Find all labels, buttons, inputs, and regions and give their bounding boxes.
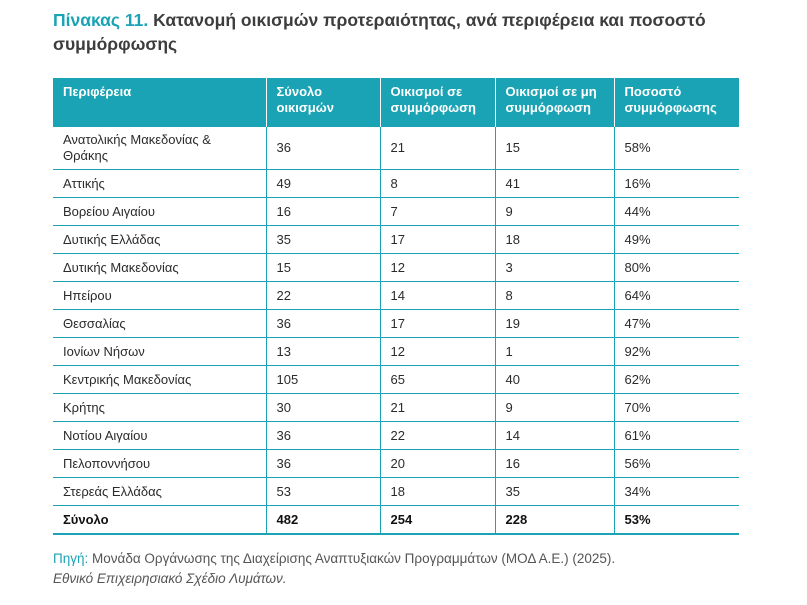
header-compliant: Οικισμοί σε συμμόρφωση xyxy=(379,78,495,127)
cell-region: Στερεάς Ελλάδας xyxy=(53,477,266,506)
cell-compliant: 7 xyxy=(379,197,495,226)
cell-rate: 70% xyxy=(613,393,739,422)
table-row: Ηπείρου 22 14 8 64% xyxy=(53,281,739,310)
cell-noncompliant: 3 xyxy=(494,253,614,282)
cell-region: Θεσσαλίας xyxy=(53,309,266,338)
cell-rate: 56% xyxy=(613,449,739,478)
table-row: Στερεάς Ελλάδας 53 18 35 34% xyxy=(53,477,739,506)
cell-rate: 58% xyxy=(613,127,739,170)
cell-noncompliant: 1 xyxy=(494,337,614,366)
cell-rate: 62% xyxy=(613,365,739,394)
total-cell-compliant: 254 xyxy=(379,505,495,535)
cell-compliant: 18 xyxy=(379,477,495,506)
cell-total: 15 xyxy=(265,253,380,282)
table-row: Θεσσαλίας 36 17 19 47% xyxy=(53,309,739,338)
cell-rate: 92% xyxy=(613,337,739,366)
cell-total: 36 xyxy=(265,449,380,478)
cell-compliant: 14 xyxy=(379,281,495,310)
cell-noncompliant: 9 xyxy=(494,393,614,422)
cell-rate: 44% xyxy=(613,197,739,226)
cell-compliant: 12 xyxy=(379,337,495,366)
cell-rate: 34% xyxy=(613,477,739,506)
table-row: Νοτίου Αιγαίου 36 22 14 61% xyxy=(53,421,739,450)
cell-noncompliant: 15 xyxy=(494,127,614,170)
total-row: Σύνολο 482 254 228 53% xyxy=(53,505,739,535)
header-total: Σύνολο οικισμών xyxy=(265,78,380,127)
cell-compliant: 21 xyxy=(379,393,495,422)
total-cell-total: 482 xyxy=(265,505,380,535)
source-note: Πηγή: Μονάδα Οργάνωσης της Διαχείρισης Α… xyxy=(53,549,773,589)
cell-rate: 61% xyxy=(613,421,739,450)
cell-total: 49 xyxy=(265,169,380,198)
cell-rate: 64% xyxy=(613,281,739,310)
cell-region: Κεντρικής Μακεδονίας xyxy=(53,365,266,394)
cell-region: Δυτικής Μακεδονίας xyxy=(53,253,266,282)
table-caption: Κατανομή οικισμών προτεραιότητας, ανά πε… xyxy=(53,10,706,54)
cell-rate: 47% xyxy=(613,309,739,338)
table-row: Κεντρικής Μακεδονίας 105 65 40 62% xyxy=(53,365,739,394)
cell-region: Ανατολικής Μακεδονίας & Θράκης xyxy=(53,127,266,170)
cell-region: Νοτίου Αιγαίου xyxy=(53,421,266,450)
cell-noncompliant: 14 xyxy=(494,421,614,450)
cell-total: 105 xyxy=(265,365,380,394)
cell-noncompliant: 35 xyxy=(494,477,614,506)
cell-compliant: 17 xyxy=(379,225,495,254)
table-row: Πελοποννήσου 36 20 16 56% xyxy=(53,449,739,478)
table-row: Κρήτης 30 21 9 70% xyxy=(53,393,739,422)
cell-total: 35 xyxy=(265,225,380,254)
cell-total: 30 xyxy=(265,393,380,422)
table-row: Ανατολικής Μακεδονίας & Θράκης 36 21 15 58% xyxy=(53,127,739,170)
cell-compliant: 65 xyxy=(379,365,495,394)
table-row: Ιονίων Νήσων 13 12 1 92% xyxy=(53,337,739,366)
cell-region: Πελοποννήσου xyxy=(53,449,266,478)
cell-region: Βορείου Αιγαίου xyxy=(53,197,266,226)
total-cell-region: Σύνολο xyxy=(53,505,266,535)
table-row: Δυτικής Ελλάδας 35 17 18 49% xyxy=(53,225,739,254)
total-cell-rate: 53% xyxy=(613,505,739,535)
source-title: Εθνικό Επιχειρησιακό Σχέδιο Λυμάτων. xyxy=(53,571,287,586)
cell-region: Ηπείρου xyxy=(53,281,266,310)
cell-region: Δυτικής Ελλάδας xyxy=(53,225,266,254)
cell-total: 36 xyxy=(265,309,380,338)
cell-total: 22 xyxy=(265,281,380,310)
cell-compliant: 8 xyxy=(379,169,495,198)
cell-compliant: 20 xyxy=(379,449,495,478)
cell-region: Κρήτης xyxy=(53,393,266,422)
cell-total: 16 xyxy=(265,197,380,226)
cell-rate: 49% xyxy=(613,225,739,254)
cell-noncompliant: 18 xyxy=(494,225,614,254)
cell-total: 36 xyxy=(265,421,380,450)
header-row: Περιφέρεια Σύνολο οικισμών Οικισμοί σε σ… xyxy=(53,78,739,127)
cell-total: 36 xyxy=(265,127,380,170)
cell-noncompliant: 41 xyxy=(494,169,614,198)
cell-noncompliant: 8 xyxy=(494,281,614,310)
cell-total: 13 xyxy=(265,337,380,366)
cell-compliant: 21 xyxy=(379,127,495,170)
cell-rate: 16% xyxy=(613,169,739,198)
regions-table: Περιφέρεια Σύνολο οικισμών Οικισμοί σε σ… xyxy=(53,78,739,535)
header-rate: Ποσοστό συμμόρφωσης xyxy=(613,78,739,127)
cell-compliant: 12 xyxy=(379,253,495,282)
cell-compliant: 17 xyxy=(379,309,495,338)
cell-compliant: 22 xyxy=(379,421,495,450)
cell-region: Ιονίων Νήσων xyxy=(53,337,266,366)
cell-noncompliant: 19 xyxy=(494,309,614,338)
source-label: Πηγή: xyxy=(53,551,89,566)
cell-noncompliant: 9 xyxy=(494,197,614,226)
cell-total: 53 xyxy=(265,477,380,506)
table-number: Πίνακας 11. xyxy=(53,10,149,30)
cell-region: Αττικής xyxy=(53,169,266,198)
header-noncompliant: Οικισμοί σε μη συμμόρφωση xyxy=(494,78,614,127)
cell-rate: 80% xyxy=(613,253,739,282)
table-title: Πίνακας 11. Κατανομή οικισμών προτεραιότ… xyxy=(53,8,773,56)
cell-noncompliant: 40 xyxy=(494,365,614,394)
cell-noncompliant: 16 xyxy=(494,449,614,478)
header-region: Περιφέρεια xyxy=(53,78,266,127)
source-text: Μονάδα Οργάνωσης της Διαχείρισης Αναπτυξ… xyxy=(92,551,616,566)
table-row: Βορείου Αιγαίου 16 7 9 44% xyxy=(53,197,739,226)
table-row: Αττικής 49 8 41 16% xyxy=(53,169,739,198)
total-cell-noncompliant: 228 xyxy=(494,505,614,535)
table-row: Δυτικής Μακεδονίας 15 12 3 80% xyxy=(53,253,739,282)
